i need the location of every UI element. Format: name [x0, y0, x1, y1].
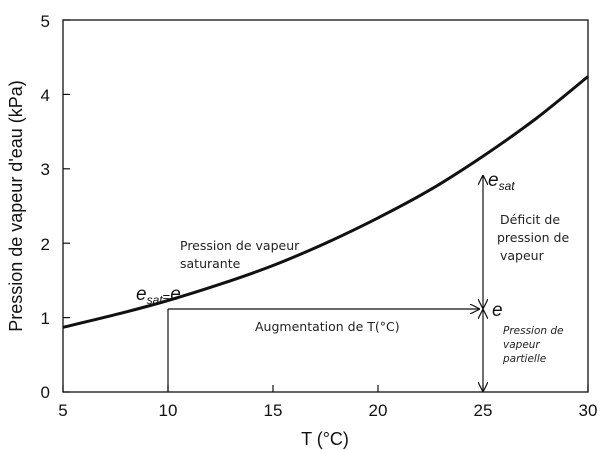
- y-tick-labels: 0 1 2 3 4 5: [41, 12, 50, 402]
- esat-label: esat: [488, 170, 515, 193]
- partial-pressure-label: Pression de vapeur partielle: [502, 325, 567, 365]
- x-axis-title: T (°C): [301, 429, 349, 449]
- x-tick-label: 5: [58, 401, 67, 420]
- deficit-label: Déficit de pression de vapeur: [497, 212, 573, 263]
- y-tick-label: 0: [41, 383, 50, 402]
- x-tick-label: 15: [264, 401, 283, 420]
- y-tick-label: 1: [41, 309, 50, 328]
- x-tick-label: 10: [159, 401, 178, 420]
- plot-frame: [62, 19, 589, 393]
- x-tick-labels: 5 10 15 20 25 30: [58, 401, 597, 420]
- y-tick-label: 4: [41, 86, 50, 105]
- y-tick-label: 3: [41, 160, 50, 179]
- saturation-curve: [62, 75, 589, 329]
- y-tick-label: 2: [41, 235, 50, 254]
- increase-label: Augmentation de T(°C): [255, 319, 400, 334]
- esat-equals-e-label: esat=e: [136, 284, 181, 307]
- x-tick-label: 30: [579, 401, 598, 420]
- x-tick-label: 25: [474, 401, 493, 420]
- y-axis-title: Pression de vapeur d'eau (kPa): [6, 80, 26, 332]
- e-partial-label: e: [492, 300, 503, 321]
- saturation-label: Pression de vapeur saturante: [180, 238, 303, 271]
- y-tick-label: 5: [41, 12, 50, 31]
- x-tick-label: 20: [369, 401, 388, 420]
